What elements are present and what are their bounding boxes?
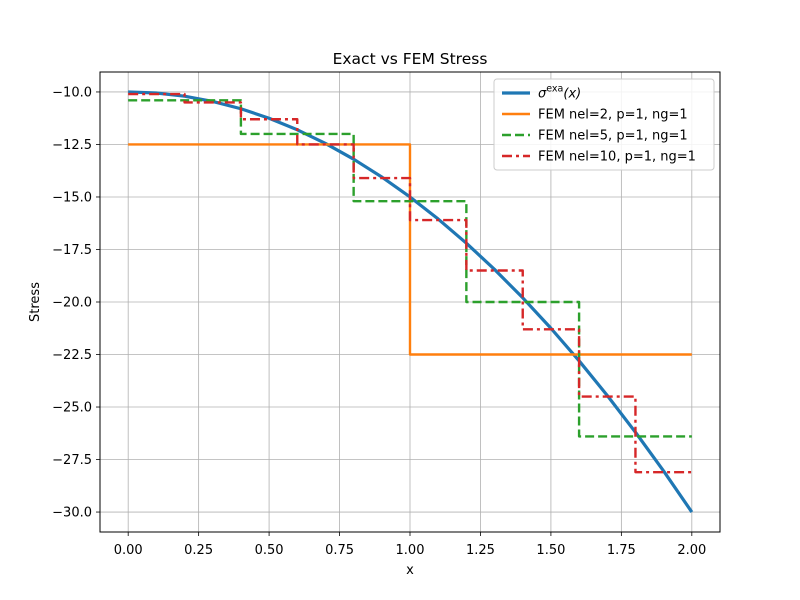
y-tick-label: −30.0 — [52, 506, 92, 521]
legend-label-0: σexa(x) — [538, 84, 581, 102]
y-tick-label: −25.0 — [52, 401, 92, 416]
series-line-2 — [128, 99, 692, 438]
x-axis-title: x — [406, 563, 414, 578]
x-tick-label: 0.75 — [325, 543, 354, 558]
x-tick-label: 0.50 — [255, 543, 284, 558]
y-tick-label: −10.0 — [52, 85, 92, 100]
x-tick-label: 0.25 — [184, 543, 213, 558]
y-tick-label: −27.5 — [52, 453, 92, 468]
x-tick-label: 1.50 — [536, 543, 565, 558]
x-tick-label: 1.25 — [466, 543, 495, 558]
series-layer — [128, 90, 694, 513]
x-tick-label: 0.00 — [114, 543, 143, 558]
y-tick-label: −20.0 — [52, 296, 92, 311]
legend-label-3: FEM nel=10, p=1, ng=1 — [538, 150, 696, 165]
y-tick-label: −15.0 — [52, 190, 92, 205]
y-tick-label: −17.5 — [52, 243, 92, 258]
series-line-3 — [128, 92, 692, 474]
series-line-1 — [128, 143, 692, 356]
legend-label-1: FEM nel=2, p=1, ng=1 — [538, 108, 688, 123]
chart-title: Exact vs FEM Stress — [333, 50, 488, 68]
axis-ticks: 0.00 0.25 0.50 0.75 1.00 1.25 1.50 1.75 2.00 −10.… — [52, 85, 706, 558]
legend-box — [493, 78, 715, 171]
y-axis-title: Stress — [28, 282, 43, 322]
y-tick-label: −12.5 — [52, 138, 92, 153]
y-tick-label: −22.5 — [52, 348, 92, 363]
x-tick-label: 1.00 — [396, 543, 425, 558]
legend-label-2: FEM nel=5, p=1, ng=1 — [538, 129, 688, 144]
x-tick-label: 1.75 — [607, 543, 636, 558]
legend: σexa(x) FEM nel=2, p=1, ng=1 FEM nel=5, p=… — [493, 78, 715, 171]
x-tick-label: 2.00 — [677, 543, 706, 558]
